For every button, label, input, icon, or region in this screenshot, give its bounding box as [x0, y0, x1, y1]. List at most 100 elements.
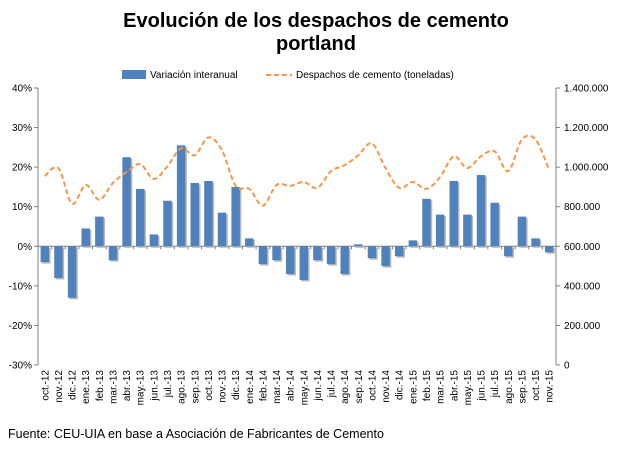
- legend-label-variacion: Variación interanual: [150, 70, 238, 81]
- bar: [449, 180, 458, 247]
- bar: [463, 214, 472, 247]
- x-tick-label: oct.-12: [40, 370, 51, 401]
- line-series-despachos: [44, 134, 551, 207]
- bar: [544, 246, 554, 253]
- right-tick-label: 1.200.000: [564, 123, 609, 134]
- bar: [326, 246, 336, 265]
- bar: [163, 200, 172, 247]
- x-tick-label: jun.-14: [313, 370, 324, 402]
- left-tick-label: 30%: [12, 123, 32, 134]
- x-tick-label: feb.-15: [422, 370, 433, 402]
- x-tick-label: ago.-13: [177, 370, 188, 404]
- bar: [517, 216, 527, 247]
- x-tick-label: ene.-13: [81, 370, 92, 404]
- bar: [381, 246, 390, 267]
- x-tick-label: abr.-14: [286, 370, 297, 402]
- bar: [299, 246, 309, 280]
- x-tick-label: dic.-14: [395, 370, 406, 400]
- left-tick-label: -10%: [9, 281, 32, 292]
- left-tick-label: 20%: [12, 163, 32, 174]
- chart-title-line1: Evolución de los despachos de cemento: [123, 10, 509, 32]
- bar: [54, 246, 63, 278]
- left-tick-label: 10%: [12, 202, 32, 213]
- bar: [531, 238, 540, 247]
- legend-label-despachos: Despachos de cemento (toneladas): [296, 70, 454, 81]
- x-tick-label: sep.-15: [517, 370, 528, 404]
- bar: [122, 157, 131, 247]
- bar: [367, 246, 377, 259]
- x-tick-label: sep.-14: [354, 370, 365, 404]
- bar: [313, 246, 322, 261]
- bar: [354, 244, 363, 247]
- x-tick-label: ago.-15: [504, 370, 515, 404]
- bar: [285, 246, 295, 274]
- bar: [422, 198, 431, 247]
- right-tick-label: 200.000: [564, 321, 601, 332]
- bar: [476, 175, 486, 247]
- bar: [395, 246, 404, 257]
- bar: [435, 214, 445, 247]
- left-tick-label: -30%: [9, 361, 32, 372]
- left-tick-label: 0%: [18, 242, 33, 253]
- x-tick-label: jun.-15: [477, 370, 488, 402]
- bar: [176, 145, 186, 247]
- right-tick-label: 800.000: [564, 202, 601, 213]
- bar: [95, 216, 104, 247]
- bar: [40, 246, 50, 263]
- bar: [245, 238, 254, 247]
- right-tick-label: 400.000: [564, 281, 601, 292]
- bar: [231, 186, 240, 247]
- right-tick-label: 1.000.000: [564, 163, 609, 174]
- x-tick-label: oct.-13: [204, 370, 215, 401]
- x-tick-label: oct.-14: [367, 370, 378, 401]
- bar: [190, 182, 199, 247]
- x-tick-label: sep.-13: [190, 370, 201, 404]
- right-tick-label: 600.000: [564, 242, 601, 253]
- x-tick-label: feb.-14: [258, 370, 269, 402]
- left-tick-label: 40%: [12, 84, 32, 95]
- bar: [408, 240, 418, 247]
- x-tick-label: may.-13: [136, 370, 147, 406]
- x-tick-label: abr.-15: [449, 370, 460, 402]
- x-tick-label: ene.-15: [408, 370, 419, 404]
- x-tick-label: jul.-14: [327, 370, 338, 399]
- x-tick-label: ene.-14: [245, 370, 256, 404]
- bar: [504, 246, 513, 257]
- x-tick-label: dic.-12: [68, 370, 79, 400]
- x-tick-label: may.-14: [299, 370, 310, 406]
- bar: [108, 246, 118, 261]
- bar: [136, 188, 145, 247]
- chart-title: Evolución de los despachos de cemento po…: [0, 10, 632, 56]
- source-note: Fuente: CEU-UIA en base a Asociación de …: [8, 427, 384, 441]
- x-tick-label: mar.-15: [436, 370, 447, 404]
- x-tick-label: dic.-13: [231, 370, 242, 400]
- right-tick-label: 1.400.000: [564, 84, 609, 95]
- x-tick-label: nov.-13: [218, 370, 229, 403]
- bar: [217, 212, 227, 247]
- x-tick-label: feb.-13: [95, 370, 106, 402]
- x-tick-label: mar.-13: [108, 370, 119, 404]
- left-tick-label: -20%: [9, 321, 32, 332]
- x-tick-label: nov.-14: [381, 370, 392, 403]
- x-tick-label: nov.-15: [545, 370, 556, 403]
- legend-swatch-variacion: [122, 70, 146, 79]
- bar: [81, 228, 90, 247]
- x-tick-label: nov.-12: [54, 370, 65, 403]
- x-tick-label: jun.-13: [149, 370, 160, 402]
- bar: [258, 246, 268, 265]
- bar: [149, 234, 159, 247]
- x-tick-label: ago.-14: [340, 370, 351, 404]
- right-tick-label: 0: [564, 361, 570, 372]
- bar: [490, 202, 499, 247]
- bar: [340, 246, 349, 274]
- x-tick-label: abr.-13: [122, 370, 133, 402]
- x-tick-label: mar.-14: [272, 370, 283, 404]
- bar: [204, 180, 213, 247]
- bar-shadow: [355, 245, 365, 248]
- chart-title-line2: portland: [276, 33, 356, 55]
- x-tick-label: jul.-13: [163, 370, 174, 399]
- x-tick-label: may.-15: [463, 370, 474, 406]
- bar: [67, 246, 77, 298]
- bar: [272, 246, 281, 261]
